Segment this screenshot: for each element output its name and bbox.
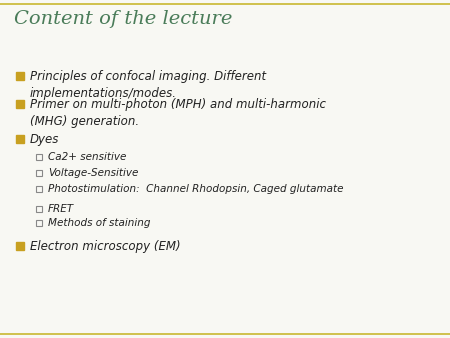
- FancyBboxPatch shape: [16, 100, 24, 108]
- Text: Content of the lecture: Content of the lecture: [14, 10, 232, 28]
- Text: Primer on multi-photon (MPH) and multi-harmonic
(MHG) generation.: Primer on multi-photon (MPH) and multi-h…: [30, 98, 326, 127]
- Text: Methods of staining: Methods of staining: [48, 218, 150, 228]
- Text: Voltage-Sensitive: Voltage-Sensitive: [48, 168, 139, 178]
- FancyBboxPatch shape: [16, 242, 24, 250]
- Text: Principles of confocal imaging. Different
implementations/modes.: Principles of confocal imaging. Differen…: [30, 70, 266, 99]
- Text: Dyes: Dyes: [30, 133, 59, 146]
- Text: Ca2+ sensitive: Ca2+ sensitive: [48, 152, 126, 162]
- Text: Electron microscopy (EM): Electron microscopy (EM): [30, 240, 180, 253]
- FancyBboxPatch shape: [16, 135, 24, 143]
- Text: FRET: FRET: [48, 204, 74, 214]
- Text: Photostimulation:  Channel Rhodopsin, Caged glutamate: Photostimulation: Channel Rhodopsin, Cag…: [48, 184, 343, 194]
- FancyBboxPatch shape: [16, 72, 24, 80]
